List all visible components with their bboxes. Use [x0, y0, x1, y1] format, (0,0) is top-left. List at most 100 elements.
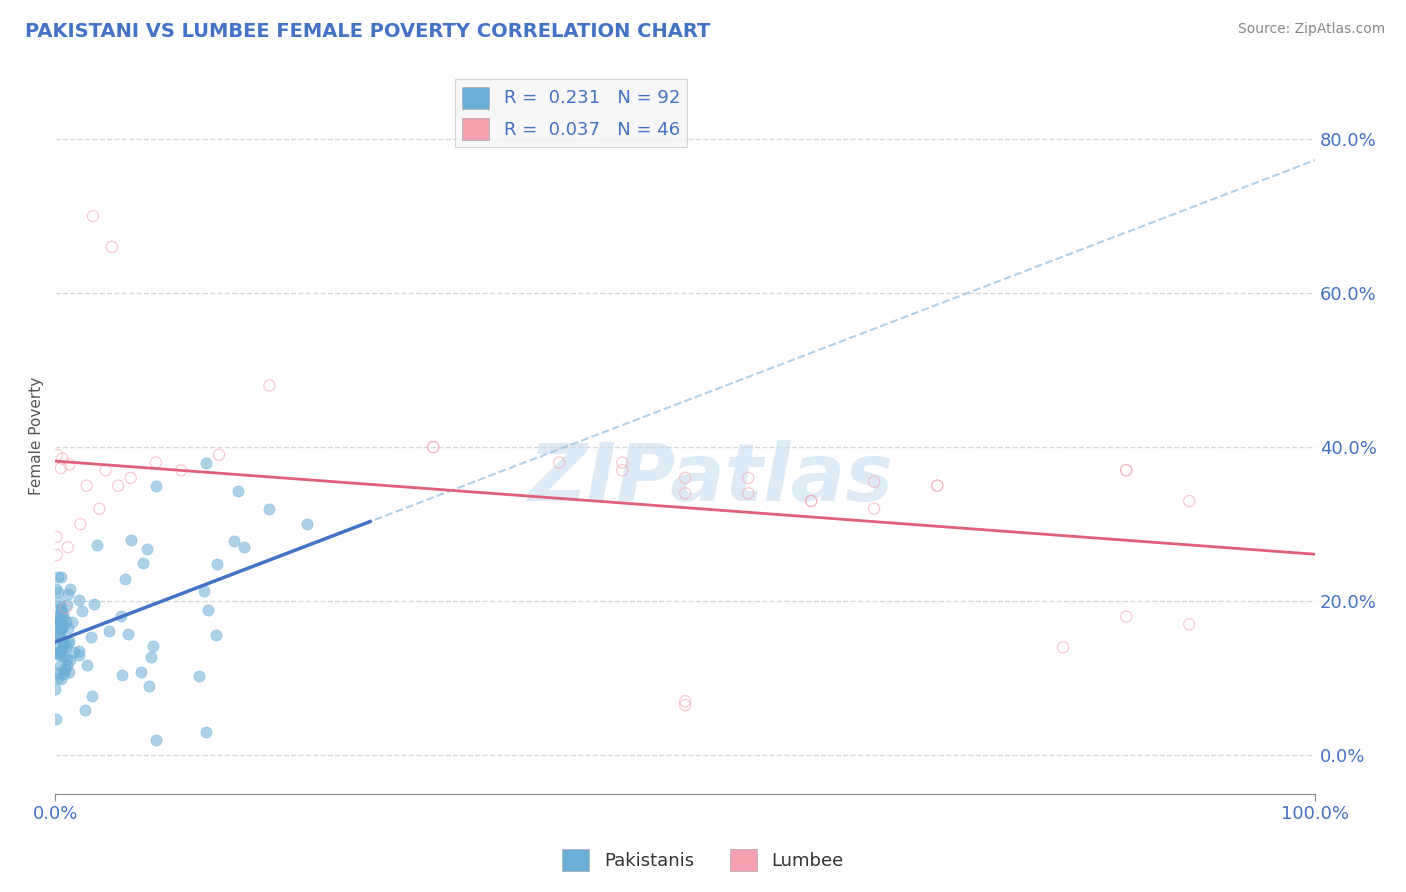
Point	[142, 639, 165, 653]
Point	[548, 456, 571, 470]
Point	[51, 620, 73, 634]
Point	[44, 681, 66, 696]
Point	[52, 649, 75, 664]
Point	[139, 650, 162, 665]
Point	[1052, 640, 1074, 655]
Point	[295, 517, 318, 532]
Point	[58, 665, 80, 679]
Point	[195, 725, 218, 739]
Point	[70, 604, 93, 618]
Point	[89, 501, 111, 516]
Point	[259, 378, 281, 392]
Point	[45, 548, 67, 562]
Point	[800, 494, 823, 508]
Point	[673, 698, 696, 712]
Point	[69, 517, 91, 532]
Point	[207, 557, 229, 571]
Point	[673, 486, 696, 500]
Point	[53, 662, 76, 676]
Point	[259, 501, 281, 516]
Point	[51, 451, 73, 466]
Legend: Pakistanis, Lumbee: Pakistanis, Lumbee	[555, 842, 851, 879]
Point	[111, 668, 134, 682]
Y-axis label: Female Poverty: Female Poverty	[30, 376, 44, 495]
Point	[101, 240, 124, 254]
Point	[67, 648, 90, 662]
Point	[114, 572, 136, 586]
Point	[46, 627, 69, 641]
Point	[98, 624, 121, 639]
Point	[132, 556, 155, 570]
Point	[48, 594, 70, 608]
Point	[226, 484, 249, 499]
Point	[51, 617, 73, 632]
Point	[45, 712, 67, 726]
Point	[145, 732, 167, 747]
Point	[45, 530, 67, 544]
Point	[76, 478, 98, 492]
Text: ZIPatlas: ZIPatlas	[527, 440, 893, 517]
Point	[197, 603, 219, 617]
Point	[52, 637, 75, 651]
Point	[56, 587, 79, 601]
Point	[612, 463, 634, 477]
Legend: R =  0.231   N = 92, R =  0.037   N = 46: R = 0.231 N = 92, R = 0.037 N = 46	[454, 79, 688, 147]
Point	[208, 448, 231, 462]
Point	[55, 651, 77, 665]
Point	[422, 440, 444, 454]
Point	[49, 461, 72, 475]
Point	[59, 653, 82, 667]
Point	[48, 648, 70, 662]
Point	[45, 617, 67, 632]
Point	[44, 611, 66, 625]
Point	[51, 632, 73, 647]
Point	[422, 440, 444, 454]
Point	[1115, 609, 1137, 624]
Point	[76, 657, 98, 672]
Point	[53, 667, 76, 681]
Point	[45, 582, 67, 596]
Point	[110, 609, 132, 624]
Point	[49, 614, 72, 628]
Point	[80, 690, 103, 704]
Point	[58, 458, 80, 472]
Point	[170, 463, 193, 477]
Point	[53, 600, 76, 615]
Point	[46, 666, 69, 681]
Point	[737, 486, 759, 500]
Point	[52, 635, 75, 649]
Point	[187, 669, 209, 683]
Point	[52, 607, 75, 622]
Point	[46, 646, 69, 660]
Point	[49, 600, 72, 615]
Point	[1115, 463, 1137, 477]
Point	[48, 614, 70, 628]
Point	[75, 702, 97, 716]
Point	[60, 615, 83, 629]
Point	[120, 533, 142, 547]
Point	[138, 679, 160, 693]
Point	[612, 456, 634, 470]
Point	[49, 628, 72, 642]
Point	[107, 478, 129, 492]
Point	[49, 659, 72, 673]
Point	[49, 602, 72, 616]
Point	[927, 478, 949, 492]
Point	[737, 471, 759, 485]
Point	[800, 494, 823, 508]
Point	[195, 456, 218, 470]
Point	[56, 636, 79, 650]
Point	[863, 475, 886, 489]
Point	[205, 628, 228, 642]
Point	[56, 621, 79, 635]
Point	[49, 621, 72, 635]
Point	[145, 456, 167, 470]
Point	[145, 478, 167, 492]
Point	[82, 209, 104, 223]
Point	[49, 618, 72, 632]
Point	[1115, 463, 1137, 477]
Point	[927, 478, 949, 492]
Point	[1178, 494, 1201, 508]
Point	[51, 672, 73, 686]
Point	[45, 623, 67, 637]
